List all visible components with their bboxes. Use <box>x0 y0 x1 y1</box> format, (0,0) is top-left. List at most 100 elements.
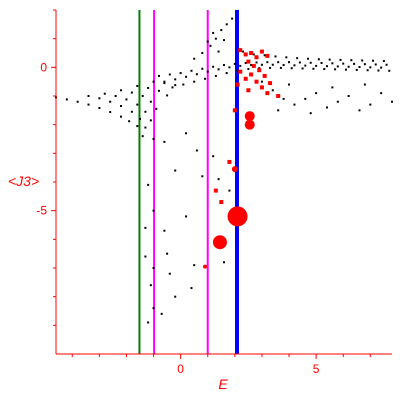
data-point <box>369 66 372 69</box>
data-point <box>238 48 243 53</box>
data-point <box>174 295 177 298</box>
data-point <box>282 64 285 67</box>
data-point <box>120 115 123 118</box>
data-point <box>139 117 141 120</box>
data-point <box>260 80 263 83</box>
data-point <box>366 69 369 72</box>
data-point <box>380 92 383 95</box>
y-ticks: 0 -5 <box>36 9 56 326</box>
y-tick-label: 0 <box>40 60 47 74</box>
data-point <box>252 53 255 56</box>
data-point <box>219 200 224 205</box>
data-point <box>120 89 123 92</box>
data-point <box>214 74 217 77</box>
data-point <box>149 100 152 103</box>
data-point <box>152 307 155 310</box>
data-point <box>141 135 144 138</box>
data-point <box>65 98 68 101</box>
data-point <box>141 95 144 97</box>
data-point <box>358 66 361 69</box>
data-point <box>239 64 242 67</box>
data-point <box>223 261 225 264</box>
data-point <box>277 61 280 64</box>
data-point <box>130 91 133 94</box>
data-point <box>320 62 323 65</box>
data-point <box>76 100 79 103</box>
data-point <box>185 75 188 78</box>
data-point <box>223 39 225 42</box>
data-point <box>347 95 350 97</box>
data-point <box>271 63 274 66</box>
data-point <box>217 178 220 181</box>
data-point <box>212 155 215 158</box>
data-point <box>174 78 177 81</box>
data-point <box>193 80 196 83</box>
data-point <box>157 89 160 92</box>
data-point <box>130 110 133 113</box>
data-point <box>382 60 385 63</box>
data-point <box>309 112 312 115</box>
data-point <box>152 138 155 140</box>
data-point <box>353 62 356 65</box>
data-point <box>147 321 150 324</box>
data-point <box>149 119 152 122</box>
data-point <box>128 120 131 123</box>
y-axis-label: <J3> <box>8 173 39 189</box>
data-point <box>212 235 227 250</box>
data-point <box>279 66 282 69</box>
data-point <box>331 62 334 65</box>
data-point <box>228 189 231 192</box>
data-point <box>144 126 147 129</box>
data-point <box>271 89 274 92</box>
data-point <box>103 92 106 95</box>
data-point <box>166 94 169 97</box>
data-point <box>195 149 198 152</box>
data-point <box>334 68 337 71</box>
data-point <box>282 97 285 100</box>
data-point <box>358 109 361 112</box>
data-point <box>372 59 375 62</box>
data-point <box>225 23 228 26</box>
data-point <box>304 97 307 100</box>
data-point <box>257 68 262 73</box>
data-point <box>244 62 247 65</box>
data-point <box>268 81 273 86</box>
x-axis-label: E <box>218 376 228 392</box>
data-point <box>171 86 174 89</box>
data-point <box>298 61 301 64</box>
data-points <box>55 17 393 324</box>
data-point <box>225 72 228 75</box>
data-point <box>144 226 147 229</box>
data-point <box>185 215 188 218</box>
data-point <box>369 103 372 106</box>
data-point <box>157 74 160 77</box>
data-point <box>363 63 366 66</box>
data-point <box>388 69 391 72</box>
vertical-lines <box>138 10 240 354</box>
data-point <box>168 272 171 275</box>
data-point <box>163 80 166 83</box>
data-point <box>174 169 177 172</box>
data-point <box>254 79 259 84</box>
data-point <box>214 37 217 40</box>
data-point <box>274 55 277 58</box>
data-point <box>265 53 270 58</box>
data-point <box>243 52 248 57</box>
data-point <box>152 80 155 83</box>
data-point <box>276 94 281 98</box>
data-point <box>223 64 225 67</box>
data-point <box>235 82 240 87</box>
data-point <box>227 206 248 227</box>
data-point <box>315 92 318 95</box>
data-point <box>250 64 253 67</box>
data-point <box>204 77 207 80</box>
data-point <box>136 125 139 128</box>
data-point <box>288 83 291 86</box>
data-point <box>301 67 304 70</box>
data-point <box>206 70 209 73</box>
data-point <box>190 287 193 290</box>
data-point <box>246 88 251 93</box>
